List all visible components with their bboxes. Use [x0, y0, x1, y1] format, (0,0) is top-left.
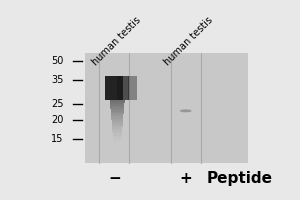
FancyBboxPatch shape	[111, 112, 124, 113]
Text: −: −	[108, 171, 121, 186]
FancyBboxPatch shape	[112, 126, 122, 127]
Text: human testis: human testis	[91, 15, 143, 67]
FancyBboxPatch shape	[110, 106, 124, 107]
FancyBboxPatch shape	[111, 109, 124, 110]
FancyBboxPatch shape	[112, 123, 123, 125]
FancyBboxPatch shape	[112, 132, 122, 133]
FancyBboxPatch shape	[112, 127, 122, 129]
FancyBboxPatch shape	[111, 116, 123, 117]
FancyBboxPatch shape	[111, 110, 124, 112]
FancyBboxPatch shape	[113, 135, 122, 136]
FancyBboxPatch shape	[111, 113, 124, 114]
FancyBboxPatch shape	[128, 76, 136, 100]
FancyBboxPatch shape	[112, 122, 123, 123]
Text: human testis: human testis	[162, 15, 214, 67]
Text: 15: 15	[51, 134, 64, 144]
FancyBboxPatch shape	[105, 76, 123, 100]
Text: +: +	[179, 171, 192, 186]
FancyBboxPatch shape	[112, 119, 123, 120]
Text: 35: 35	[51, 75, 64, 85]
FancyBboxPatch shape	[112, 125, 123, 126]
Text: 50: 50	[51, 56, 64, 66]
FancyBboxPatch shape	[112, 120, 123, 122]
FancyBboxPatch shape	[112, 130, 122, 132]
Text: Peptide: Peptide	[206, 171, 272, 186]
FancyBboxPatch shape	[110, 103, 124, 104]
Ellipse shape	[180, 109, 192, 112]
FancyBboxPatch shape	[110, 100, 125, 101]
FancyBboxPatch shape	[112, 129, 122, 130]
FancyBboxPatch shape	[117, 76, 129, 100]
FancyBboxPatch shape	[110, 101, 124, 103]
Text: 20: 20	[51, 115, 64, 125]
FancyBboxPatch shape	[111, 117, 123, 119]
Text: 25: 25	[51, 99, 64, 109]
FancyBboxPatch shape	[110, 107, 124, 109]
FancyBboxPatch shape	[85, 53, 248, 163]
FancyBboxPatch shape	[111, 114, 124, 116]
FancyBboxPatch shape	[113, 133, 122, 135]
FancyBboxPatch shape	[110, 104, 124, 106]
